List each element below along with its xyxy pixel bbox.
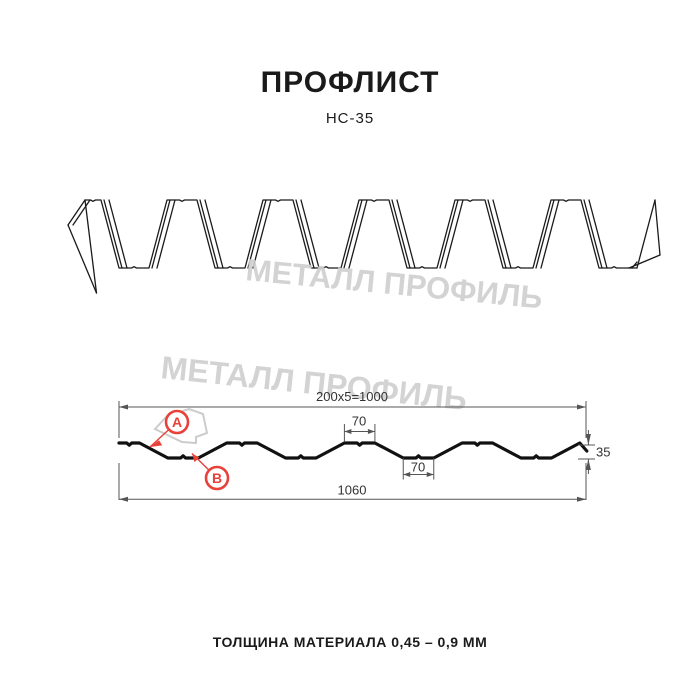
svg-text:МЕТАЛЛ ПРОФИЛЬ: МЕТАЛЛ ПРОФИЛЬ — [244, 252, 544, 315]
svg-text:70: 70 — [411, 460, 425, 475]
svg-text:200x5=1000: 200x5=1000 — [316, 389, 388, 404]
svg-text:1060: 1060 — [338, 483, 367, 498]
svg-text:70: 70 — [352, 414, 366, 429]
svg-text:A: A — [172, 414, 182, 430]
svg-text:B: B — [212, 470, 222, 486]
svg-text:35: 35 — [596, 445, 610, 460]
